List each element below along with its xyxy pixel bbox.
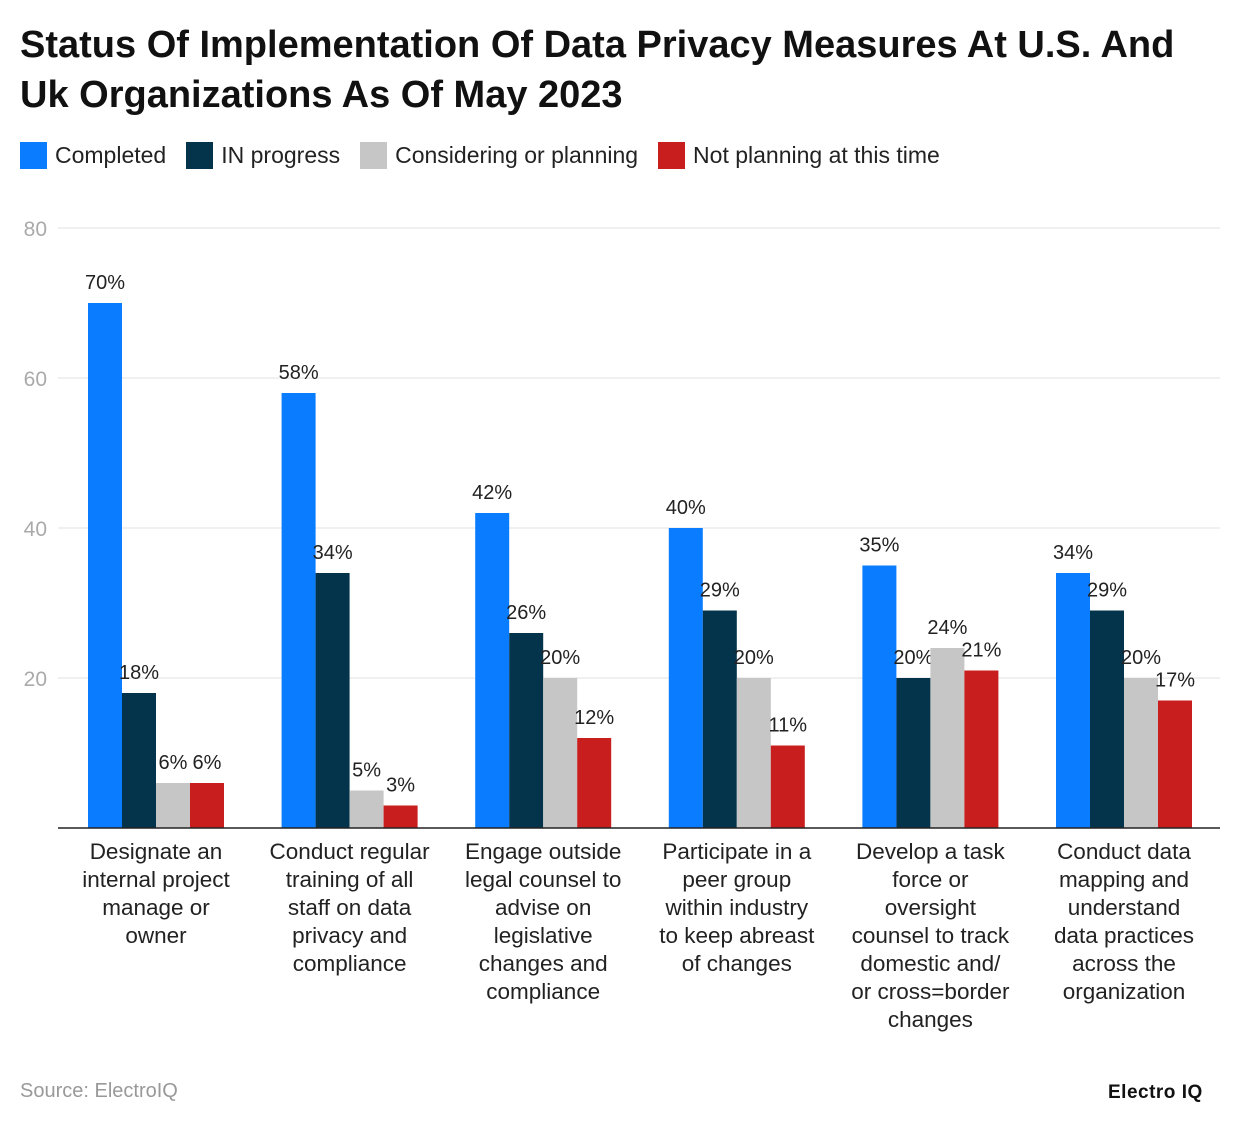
legend-item: Not planning at this time [658, 142, 940, 169]
data-label: 40% [666, 497, 706, 519]
electroiq-logo: Electro IQ [1108, 1082, 1203, 1103]
legend-label: Completed [55, 142, 167, 168]
bar-in-progress [315, 573, 350, 828]
bar-considering-or-planning [930, 648, 965, 828]
legend-swatch [360, 142, 388, 169]
y-tick-label: 20 [24, 668, 47, 691]
chart-title: Status Of Implementation Of Data Privacy… [20, 24, 1175, 116]
legend-swatch [20, 142, 47, 169]
bar-not-planning-at-this-time [190, 783, 224, 828]
legend-item: Completed [20, 142, 166, 169]
bar-completed [475, 513, 510, 828]
data-label: 34% [313, 542, 353, 564]
y-tick-label: 60 [24, 368, 47, 391]
bar-not-planning-at-this-time [964, 670, 999, 828]
legend-label: Not planning at this time [693, 142, 940, 168]
data-label: 58% [279, 362, 319, 384]
legend-swatch [658, 142, 686, 169]
source-note: Source: ElectroIQ [20, 1080, 178, 1102]
bar-in-progress [122, 693, 156, 828]
legend-label: Considering or planning [395, 142, 639, 168]
x-category-label: Participate in a peer group within indus… [659, 839, 815, 976]
y-tick-label: 80 [24, 218, 47, 241]
bar-not-planning-at-this-time [577, 738, 612, 828]
bar-considering-or-planning [156, 783, 190, 828]
data-label: 35% [859, 535, 899, 557]
data-label: 42% [472, 482, 512, 504]
data-label: 20% [734, 647, 774, 669]
x-category-label: Designate an internal project manage or … [82, 839, 230, 948]
bar-considering-or-planning [349, 790, 384, 828]
bar-in-progress [1090, 610, 1124, 828]
data-label: 26% [506, 602, 546, 624]
bar-considering-or-planning [1124, 678, 1158, 828]
data-label: 6% [159, 752, 188, 774]
data-label: 20% [1121, 647, 1161, 669]
data-label: 5% [352, 760, 381, 782]
bar-completed [88, 303, 122, 828]
data-label: 3% [386, 775, 415, 797]
x-category-label: Develop a task force or oversight counse… [851, 839, 1010, 1032]
legend-item: Considering or planning [360, 142, 638, 169]
bar-considering-or-planning [736, 678, 771, 828]
bar-considering-or-planning [543, 678, 578, 828]
data-label: 29% [1087, 580, 1127, 602]
legend-item: IN progress [186, 142, 340, 169]
x-category-label: Conduct data mapping and understand data… [1053, 839, 1195, 1004]
legend-swatch [186, 142, 214, 169]
data-label: 20% [893, 647, 933, 669]
x-category-label: Engage outside legal counsel to advise o… [464, 839, 622, 1004]
bar-completed [862, 565, 897, 828]
bar-not-planning-at-this-time [1158, 700, 1192, 828]
bar-in-progress [702, 610, 737, 828]
x-category-label: Conduct regular training of all staff on… [269, 839, 430, 976]
data-label: 29% [700, 580, 740, 602]
bar-in-progress [896, 678, 931, 828]
data-label: 11% [769, 715, 808, 737]
data-label: 20% [540, 647, 580, 669]
legend-label: IN progress [221, 142, 341, 168]
data-label: 6% [193, 752, 222, 774]
data-label: 12% [574, 707, 614, 729]
bar-completed [281, 393, 316, 828]
data-label: 21% [961, 640, 1001, 662]
bar-not-planning-at-this-time [383, 805, 418, 828]
data-label: 18% [119, 662, 159, 684]
data-label: 70% [85, 272, 125, 294]
bar-not-planning-at-this-time [770, 745, 805, 828]
data-label: 34% [1053, 542, 1093, 564]
bar-completed [1056, 573, 1090, 828]
bar-in-progress [509, 633, 544, 828]
legend: Completed IN progress Considering or plann… [20, 142, 940, 169]
data-label: 24% [927, 617, 967, 639]
y-tick-label: 40 [24, 518, 47, 541]
data-label: 17% [1155, 670, 1195, 692]
bar-completed [668, 528, 703, 828]
